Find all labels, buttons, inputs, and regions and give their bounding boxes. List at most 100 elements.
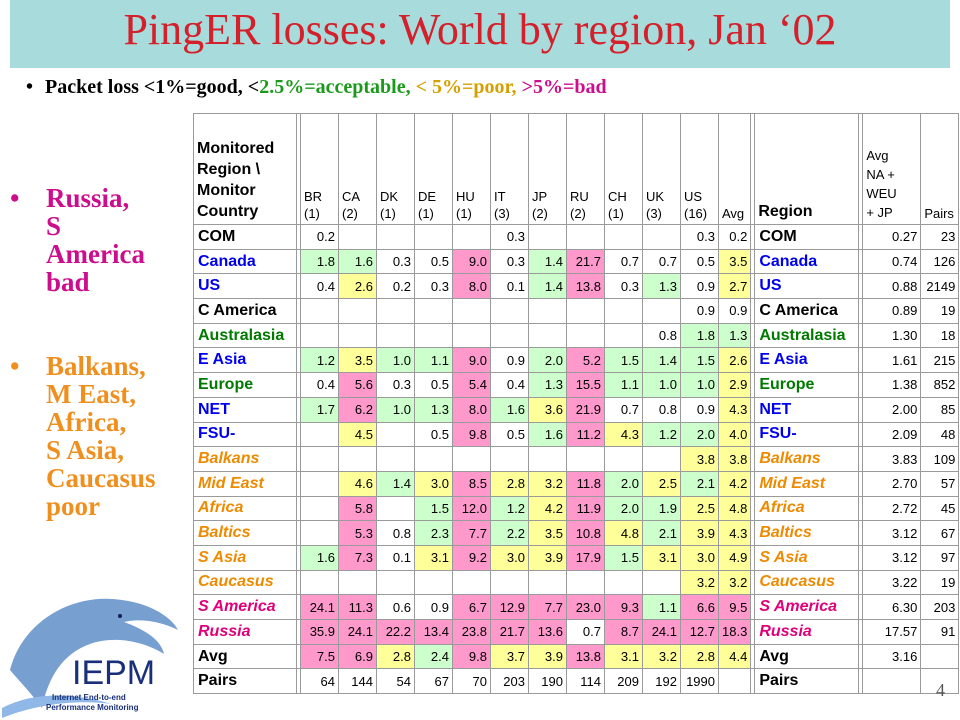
row-label: C America [193, 298, 297, 324]
table-row: Balkans 3.8 3.8 Balkans 3.83 109 [193, 446, 960, 472]
loss-cell: 2.8 [680, 643, 719, 670]
loss-cell: 24.1 [338, 619, 377, 645]
loss-cell [338, 322, 377, 349]
loss-cell: 0.3 [680, 224, 719, 250]
region-label: C America [754, 298, 860, 324]
avg-region-cell: 2.72 [862, 495, 922, 522]
pairs-cell: 2149 [920, 273, 960, 300]
loss-cell: 23.8 [452, 619, 491, 645]
loss-cell [300, 421, 339, 448]
loss-cell: 6.2 [338, 396, 377, 423]
region-label: Avg [754, 643, 860, 670]
loss-cell [414, 322, 453, 349]
loss-cell: 11.3 [338, 594, 377, 620]
loss-cell: 2.0 [528, 347, 567, 374]
table-row: Europe 0.4 5.6 0.3 0.5 5.4 0.4 1.3 15.5 1.1 1.0 1.0… [193, 372, 960, 398]
table-row: Africa 5.8 1.5 12.0 1.2 4.2 11.9 2.0 1.9 2.5 4.8 Af… [193, 495, 960, 522]
loss-cell: 0.8 [642, 322, 681, 349]
loss-cell: 0.1 [490, 273, 529, 300]
loss-cell: 4.6 [338, 470, 377, 497]
loss-cell: 17.9 [566, 544, 605, 571]
loss-cell: 2.5 [642, 470, 681, 497]
loss-cell: 0.4 [300, 273, 339, 300]
loss-cell [604, 322, 643, 349]
pairs-cell: 215 [920, 347, 960, 374]
avg-region-cell [862, 668, 922, 695]
loss-cell: 3.8 [717, 446, 752, 472]
loss-cell: 1.6 [338, 248, 377, 275]
table-row: E Asia 1.2 3.5 1.0 1.1 9.0 0.9 2.0 5.2 1.5 1.4 1.5 2… [193, 347, 960, 374]
loss-cell: 3.1 [414, 544, 453, 571]
region-label: US [754, 273, 860, 300]
column-header: RU (2) [566, 113, 605, 225]
pairs-cell: 18 [920, 322, 960, 349]
loss-cell: 203 [490, 668, 529, 695]
loss-cell: 22.2 [376, 619, 415, 645]
logo-line2: Performance Monitoring [46, 703, 139, 712]
loss-cell: 13.4 [414, 619, 453, 645]
loss-cell: 190 [528, 668, 567, 695]
loss-cell: 3.0 [414, 470, 453, 497]
loss-cell: 35.9 [300, 619, 339, 645]
loss-cell [338, 298, 377, 324]
pairs-cell: 19 [920, 569, 960, 596]
loss-cell: 24.1 [300, 594, 339, 620]
region-label: FSU- [754, 421, 860, 448]
region-label: Caucasus [754, 569, 860, 596]
loss-cell: 0.3 [490, 224, 529, 250]
logo-name: IEPM [72, 654, 155, 692]
loss-cell: 0.9 [680, 396, 719, 423]
loss-cell: 8.0 [452, 396, 491, 423]
loss-cell: 0.5 [414, 421, 453, 448]
subtitle-bad: >5%=bad [516, 76, 607, 98]
region-label: Africa [754, 495, 860, 522]
loss-cell: 1.4 [376, 470, 415, 497]
avg-region-cell: 0.89 [862, 298, 922, 324]
column-header: DK (1) [376, 113, 415, 225]
avg-region-cell: 0.74 [862, 248, 922, 275]
loss-cell: 2.6 [717, 347, 752, 374]
pairs-cell: 203 [920, 594, 960, 620]
loss-cell: 1.8 [680, 322, 719, 349]
header-monitored-region: Monitored Region \ Monitor Country [193, 113, 297, 225]
subtitle: • Packet loss <1%=good, <2.5%=acceptable,… [26, 76, 607, 99]
region-label: Balkans [754, 446, 860, 472]
bullet-dot: • [10, 351, 20, 381]
loss-cell: 0.3 [376, 248, 415, 275]
loss-cell [490, 446, 529, 472]
table-row: US 0.4 2.6 0.2 0.3 8.0 0.1 1.4 13.8 0.3 1.3 0.9 2.7 U… [193, 273, 960, 300]
loss-cell: 3.0 [680, 544, 719, 571]
loss-cell: 0.3 [490, 248, 529, 275]
region-label: NET [754, 396, 860, 423]
avg-region-cell: 0.88 [862, 273, 922, 300]
loss-cell: 1.3 [642, 273, 681, 300]
avg-region-cell: 3.83 [862, 446, 922, 472]
loss-cell: 3.1 [604, 643, 643, 670]
loss-cell: 0.9 [680, 298, 719, 324]
row-label: Avg [193, 643, 297, 670]
row-label: NET [193, 396, 297, 423]
loss-cell: 1.6 [300, 544, 339, 571]
table-row: Pairs 64 144 54 67 70 203 190 114 209 192 1990 Pairs [193, 668, 960, 695]
loss-cell: 64 [300, 668, 339, 695]
loss-cell: 0.2 [300, 224, 339, 250]
loss-cell: 0.9 [680, 273, 719, 300]
loss-cell: 1.4 [528, 248, 567, 275]
loss-cell: 4.2 [717, 470, 752, 497]
loss-cell: 3.8 [680, 446, 719, 472]
logo-line1: Internet End-to-end [52, 693, 126, 702]
loss-cell: 192 [642, 668, 681, 695]
loss-cell: 4.2 [528, 495, 567, 522]
loss-cell [414, 569, 453, 596]
loss-cell [642, 298, 681, 324]
loss-cell: 8.7 [604, 619, 643, 645]
loss-cell [604, 446, 643, 472]
bullet-text: Russia, S America bad [46, 183, 145, 297]
loss-cell: 1.8 [300, 248, 339, 275]
loss-cell: 2.0 [604, 470, 643, 497]
loss-cell: 1.6 [490, 396, 529, 423]
loss-cell [528, 446, 567, 472]
loss-cell: 1.3 [528, 372, 567, 398]
row-label: S Asia [193, 544, 297, 571]
loss-cell: 1.2 [642, 421, 681, 448]
